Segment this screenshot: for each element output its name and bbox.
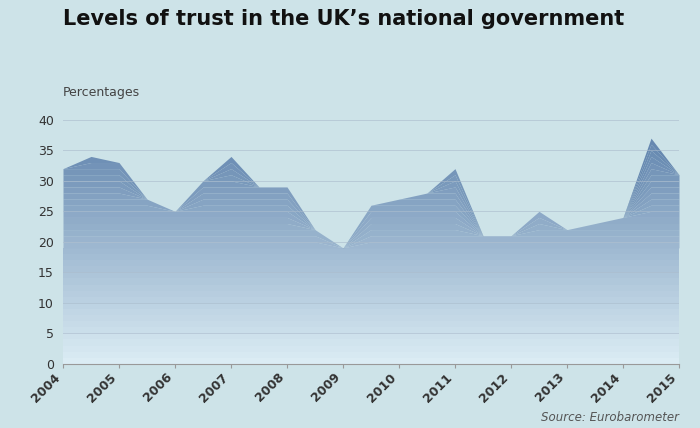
- Text: Source: Eurobarometer: Source: Eurobarometer: [541, 411, 679, 424]
- Text: Levels of trust in the UK’s national government: Levels of trust in the UK’s national gov…: [63, 9, 624, 29]
- Text: Percentages: Percentages: [63, 86, 140, 98]
